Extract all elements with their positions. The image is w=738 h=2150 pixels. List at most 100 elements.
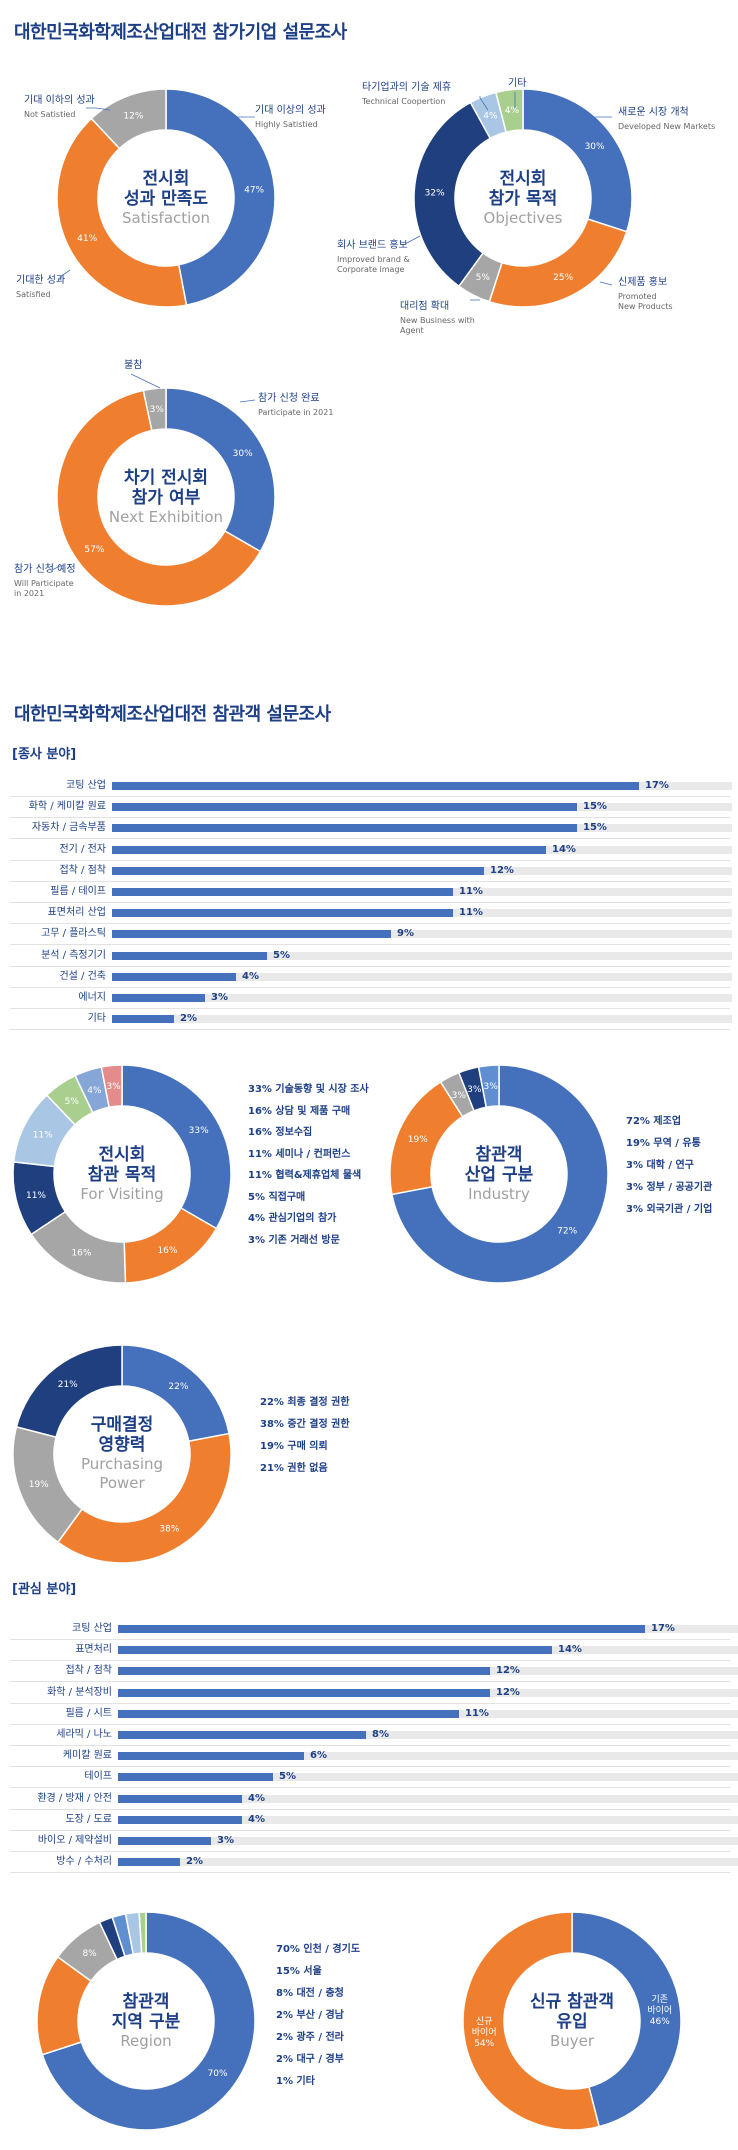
industry_type-legend-1: 19% 무역 / 유통 <box>626 1138 701 1149</box>
industry-value-9: 4% <box>242 970 259 982</box>
next-title: 참가 여부 <box>131 487 201 508</box>
objectives-slice-label-5: 4% <box>505 106 520 116</box>
purchasing-subtitle: Power <box>99 1474 145 1492</box>
industry-category-6: 표면처리 산업 <box>47 907 106 919</box>
visiting-title: 참관 목적 <box>87 1164 157 1185</box>
industry-category-2: 자동차 / 금속부품 <box>31 822 106 834</box>
next-slice-0 <box>165 387 276 553</box>
buyer-slice-label-1: 신규 바이어 54% <box>472 2016 497 2049</box>
interest-row-divider-3 <box>10 1702 730 1704</box>
interest-bar-7 <box>118 1773 273 1782</box>
interest-bar-1 <box>118 1646 552 1655</box>
interest-value-2: 12% <box>496 1665 520 1677</box>
purchasing-donut: 22% 38% 19% 21% <box>12 1344 232 1564</box>
objectives-label-en-1: New Products <box>618 302 673 311</box>
industry-bar-9 <box>112 972 236 981</box>
objectives-label-3: 회사 브랜드 홍보 <box>337 240 408 251</box>
region-slice-0 <box>41 1911 256 2131</box>
industry_type-legend-0: 72% 제조업 <box>626 1116 682 1127</box>
next-slice-2 <box>142 387 167 432</box>
industry-bar-6 <box>112 909 453 918</box>
interest-track-7 <box>118 1773 738 1782</box>
objectives-label-en-0: Developed New Markets <box>618 122 716 131</box>
satisfaction-slice-0 <box>165 88 276 306</box>
interest-row-divider-8 <box>10 1808 730 1810</box>
next-title: 차기 전시회 <box>123 467 209 488</box>
industry-bar-4 <box>112 866 484 875</box>
objectives-leader-5 <box>514 92 516 108</box>
industry-row-divider-1 <box>10 817 730 819</box>
interest-value-11: 2% <box>186 1856 203 1868</box>
objectives-label-0: 새로운 시장 개척 <box>618 107 689 118</box>
region-legend-0: 70% 인천 / 경기도 <box>276 1944 361 1955</box>
next-leader-1 <box>51 565 61 571</box>
industry-track-9 <box>112 972 732 981</box>
interest-section-heading: [관심 분야] <box>12 1582 77 1597</box>
industry_type-title: 참관객 <box>475 1144 523 1165</box>
purchasing-title: 영향력 <box>98 1435 146 1455</box>
industry-value-1: 15% <box>583 801 607 813</box>
visiting-legend-5: 5% 직접구매 <box>248 1191 306 1203</box>
interest-value-10: 3% <box>217 1835 234 1846</box>
interest-track-5 <box>118 1731 738 1739</box>
region-donut: 70% 8% <box>36 1911 256 2131</box>
industry_type-slice-label-3: 3% <box>467 1085 482 1095</box>
interest-row-divider-9 <box>10 1829 730 1831</box>
region-legend-1: 15% 서울 <box>276 1966 322 1977</box>
purchasing-slice-1 <box>56 1432 232 1564</box>
satisfaction-slice-2 <box>90 88 167 150</box>
interest-value-0: 17% <box>651 1623 675 1634</box>
visiting-slice-label-0: 33% <box>189 1126 209 1136</box>
interest-row-divider-2 <box>10 1681 730 1683</box>
objectives-leader-2 <box>470 299 480 301</box>
visiting-slice-label-5: 5% <box>65 1097 80 1107</box>
visiting-subtitle: For Visiting <box>80 1184 164 1203</box>
satisfaction-slice-1 <box>56 117 188 308</box>
objectives-label-en-3: Corporate image <box>337 265 405 274</box>
purchasing-title: 구매결정 <box>90 1415 154 1435</box>
interest-bar-6 <box>118 1752 304 1761</box>
industry_type-legend-4: 3% 외국기관 / 기업 <box>626 1204 713 1215</box>
visiting-legend-4: 11% 협력&제휴업체 물색 <box>248 1170 362 1181</box>
objectives-leader-3 <box>404 235 421 245</box>
industry-bar-5 <box>112 888 453 896</box>
interest-value-4: 11% <box>465 1707 489 1719</box>
industry-track-10 <box>112 994 732 1002</box>
industry-bar-3 <box>112 845 546 854</box>
industry-value-4: 12% <box>490 864 514 876</box>
industry_type-slice-label-0: 72% <box>557 1226 577 1236</box>
visiting-legend-3: 11% 세미나 / 컨퍼런스 <box>248 1148 351 1160</box>
interest-value-8: 4% <box>248 1792 265 1804</box>
industry-category-3: 전기 / 전자 <box>59 843 106 855</box>
next-label-0: 참가 신청 완료 <box>258 393 320 404</box>
industry-bar-10 <box>112 994 205 1002</box>
industry-category-0: 코팅 산업 <box>66 780 106 791</box>
industry-category-5: 필름 / 테이프 <box>50 886 106 897</box>
next-subtitle: Next Exhibition <box>108 507 224 526</box>
industry-row-divider-6 <box>10 923 730 925</box>
interest-bar-11 <box>118 1858 180 1867</box>
purchasing-legend-1: 38% 중간 결정 권한 <box>260 1419 350 1430</box>
industry_type-title: 산업 구분 <box>464 1164 534 1185</box>
industry-track-8 <box>112 951 732 960</box>
interest-track-10 <box>118 1837 738 1845</box>
industry-section-heading: [종사 분야] <box>12 747 77 762</box>
next-donut: 30% 57% 3% <box>56 387 276 607</box>
industry-value-0: 17% <box>645 780 669 791</box>
region-legend-3: 2% 부산 / 경남 <box>276 2010 344 2021</box>
purchasing-legend-3: 21% 권한 없음 <box>260 1463 328 1474</box>
objectives-donut: 30% 25% 5% 32% 4% 4% <box>413 88 633 308</box>
purchasing-subtitle: Purchasing <box>80 1455 164 1473</box>
visiting-slice-label-1: 16% <box>157 1246 177 1256</box>
satisfaction-slice-label-0: 47% <box>244 186 264 196</box>
visitor-survey-title: 대한민국화학제조산업대전 참관객 설문조사 <box>14 704 331 725</box>
purchasing-slice-3 <box>15 1344 123 1439</box>
objectives-slice-0 <box>522 88 633 233</box>
satisfaction-slice-label-1: 41% <box>77 234 97 244</box>
buyer-title: 신규 참관객 <box>529 1991 615 2012</box>
interest-value-5: 8% <box>372 1729 389 1740</box>
industry-category-7: 고무 / 플라스틱 <box>41 928 106 940</box>
industry-bar-0 <box>112 782 639 790</box>
interest-value-7: 5% <box>279 1771 296 1783</box>
industry-value-8: 5% <box>273 949 290 961</box>
